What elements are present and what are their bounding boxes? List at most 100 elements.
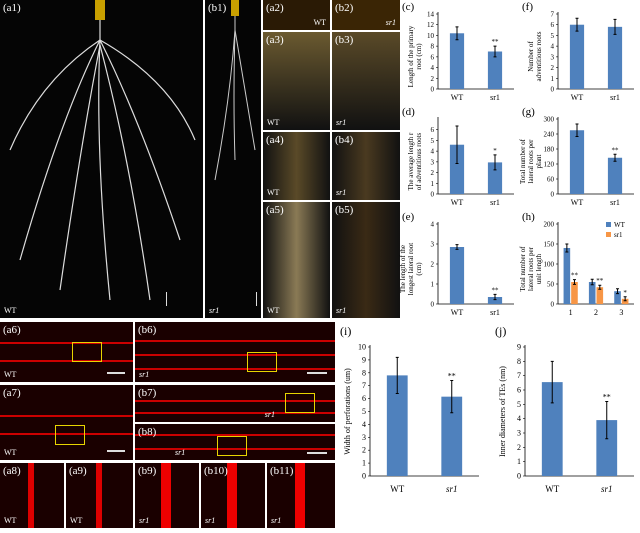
panel-label: (a4) [266, 134, 284, 146]
bar [621, 298, 629, 304]
x-tick-label: sr1 [610, 93, 620, 102]
y-tick-label: 8 [517, 357, 521, 366]
error-bar [613, 18, 617, 35]
legend-swatch [606, 232, 611, 237]
chart-c: (c) 0 2 4 6 8 10 12 14 Length of the primaryroot … [400, 0, 520, 105]
photo-b3: (b3) sr1 [332, 32, 400, 130]
y-tick-label: 6 [431, 53, 435, 61]
y-tick-label: 1 [517, 457, 521, 466]
photo-a5: (a5) WT [263, 202, 330, 318]
y-tick-label: 3 [431, 241, 435, 249]
micrograph-b6: (b6) sr1 [135, 322, 335, 382]
y-tick-label: 10 [427, 32, 435, 40]
error-bar [598, 284, 602, 290]
y-tick-label: 4 [431, 64, 435, 72]
chart-h: (h) 0 50 100 150 200 Total number oflateral ro… [519, 210, 640, 320]
highlight-box [72, 342, 102, 362]
chart-e: (e) 0 1 2 3 4 The length of thelongest lateral… [399, 210, 520, 320]
photo-b2: (b2) sr1 [332, 0, 400, 30]
y-tick-label: 6 [551, 21, 555, 29]
scale-bar [107, 372, 125, 374]
legend-label: sr1 [614, 231, 623, 239]
panel-label: (b8) [138, 426, 157, 438]
error-bar [572, 279, 576, 285]
x-tick-label: sr1 [446, 484, 458, 494]
genotype-label: WT [4, 448, 17, 457]
y-tick-label: 0 [517, 472, 521, 481]
x-tick-label: WT [451, 308, 464, 317]
y-axis-label: Length of the primaryroot (cm) [407, 25, 423, 87]
genotype-label: sr1 [139, 516, 150, 525]
y-tick-label: 1 [431, 180, 435, 188]
panel-label: (a8) [3, 465, 21, 477]
y-tick-label: 4 [517, 414, 521, 423]
genotype-label: sr1 [264, 410, 275, 419]
panel-label: (c) [402, 1, 415, 13]
photo-b1: (b1) sr1 [205, 0, 261, 318]
panel-label: (b2) [335, 2, 354, 14]
y-tick-label: 5 [551, 32, 555, 40]
error-bar [575, 123, 579, 137]
y-tick-label: 6 [517, 386, 521, 395]
y-tick-label: 200 [544, 221, 555, 229]
genotype-label: sr1 [336, 188, 347, 197]
y-axis-label: Total number oflateral roots perplant [519, 138, 543, 184]
x-tick-label: WT [571, 93, 584, 102]
y-tick-label: 12 [427, 21, 435, 29]
chart-g: (g) 0 60 120 180 240 300 Total number oflateral… [519, 105, 640, 210]
photo-a1: (a1) WT [0, 0, 203, 318]
error-bar [575, 17, 579, 32]
error-bar [493, 45, 497, 58]
x-tick-label: WT [571, 198, 584, 207]
bar [569, 130, 585, 194]
root-system-image [214, 0, 256, 181]
micrograph-b11: (b11) sr1 [267, 463, 335, 528]
genotype-label: WT [267, 118, 280, 127]
legend-swatch [606, 222, 611, 227]
panel-label: (a9) [69, 465, 87, 477]
y-tick-label: 8 [431, 43, 435, 51]
error-bar [455, 26, 459, 41]
genotype-label: sr1 [385, 18, 396, 27]
bar [588, 282, 596, 304]
micrograph-b8: (b8) sr1 [135, 424, 335, 460]
error-bar [455, 244, 459, 250]
y-tick-label: 2 [551, 64, 555, 72]
panel-label: (b6) [138, 324, 157, 336]
significance-mark: ** [448, 372, 456, 381]
panel-label: (b3) [335, 34, 354, 46]
panel-label: (b5) [335, 204, 354, 216]
y-axis-label: The length of thelongest lateral root(cm… [399, 243, 423, 296]
y-tick-label: 3 [551, 53, 555, 61]
y-tick-label: 6 [362, 394, 366, 403]
panel-label: (e) [402, 211, 415, 223]
y-tick-label: 8 [362, 368, 366, 377]
bar [386, 375, 408, 476]
panel-label: (f) [522, 1, 533, 13]
panel-label: (i) [340, 324, 351, 338]
photo-a4: (a4) WT [263, 132, 330, 200]
micrograph-a9: (a9) WT [66, 463, 133, 528]
y-tick-label: 10 [358, 343, 366, 352]
panel-label: (h) [522, 211, 535, 223]
micrograph-a8: (a8) WT [0, 463, 64, 528]
panel-label: (b10) [204, 465, 228, 477]
y-tick-label: 3 [362, 433, 366, 442]
genotype-label: sr1 [175, 448, 186, 457]
genotype-label: sr1 [336, 306, 347, 315]
x-tick-label: WT [451, 93, 464, 102]
y-tick-label: 9 [517, 343, 521, 352]
bar [449, 247, 465, 304]
y-tick-label: 7 [362, 381, 366, 390]
bar [487, 51, 503, 89]
y-tick-label: 1 [551, 75, 555, 83]
x-tick-label: sr1 [601, 484, 613, 494]
bar [596, 287, 604, 304]
genotype-label: sr1 [205, 516, 216, 525]
scale-bar [256, 292, 257, 306]
significance-mark: * [623, 289, 627, 297]
significance-mark: ** [603, 392, 611, 401]
scale-bar [107, 450, 125, 452]
genotype-label: WT [4, 516, 17, 525]
photo-b5: (b5) sr1 [332, 202, 400, 318]
